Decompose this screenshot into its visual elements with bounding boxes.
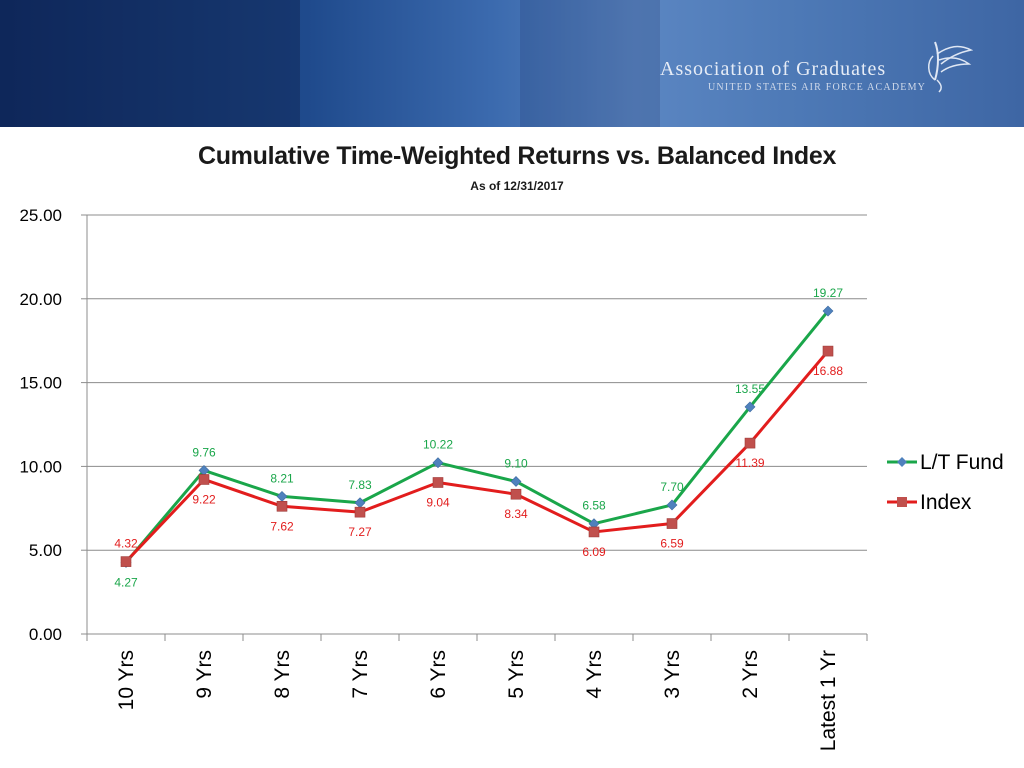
data-label: 6.59 [660,537,684,551]
data-label: 19.27 [813,286,843,300]
data-label: 6.09 [582,545,606,559]
data-label: 7.70 [660,480,684,494]
logo-line1: Association of Graduates [660,58,887,80]
y-tick-label: 0.00 [29,625,62,644]
data-point [510,476,522,487]
series-layer [120,305,834,568]
x-tick-label: 2 Yrs [739,650,762,699]
aog-logo: Association of Graduates United States A… [660,58,980,98]
data-point [276,500,288,512]
data-point [588,526,600,538]
data-label-layer: 4.27 4.32 9.76 9.22 8.21 7.62 7.83 7.27 10.22 9.0… [114,286,843,589]
data-label: 11.39 [735,456,764,470]
x-tick-label: 4 Yrs [583,650,606,699]
axis-layer: 0.00 5.00 10.00 15.00 20.00 25.00 10 Yrs 9 Yrs 8… [19,206,868,751]
data-point [354,497,366,509]
data-label: 8.21 [270,471,294,485]
data-point [120,556,132,567]
data-label: 7.62 [270,519,294,533]
data-point [822,345,834,357]
data-label: 4.32 [114,537,138,551]
x-tick-label: 9 Yrs [193,650,216,699]
x-tick-label: 6 Yrs [427,650,450,699]
series-line [124,350,830,563]
data-point [432,477,444,488]
grid-layer [87,214,867,551]
x-tick-label: 5 Yrs [505,650,528,699]
data-label: 13.55 [735,382,765,396]
data-label: 7.27 [348,525,372,539]
chart-title: Cumulative Time-Weighted Returns vs. Bal… [197,142,837,170]
data-point [744,437,756,449]
data-label: 9.22 [192,492,216,506]
data-point [510,488,522,500]
data-label: 9.76 [192,445,216,459]
data-label: 6.58 [582,499,606,513]
y-tick-label: 20.00 [19,290,62,309]
data-label: 4.27 [114,575,138,589]
banner-shade-left [0,0,300,127]
x-tick-label: 8 Yrs [271,650,294,699]
legend-marker [897,457,907,467]
data-point [744,401,756,413]
data-point [276,490,288,502]
eagle-wings-icon [928,41,973,93]
logo-line2: United States Air Force Academy [708,82,927,93]
x-tick-label: 7 Yrs [349,650,372,699]
data-point [432,457,444,469]
y-tick-label: 25.00 [19,206,62,225]
data-label: 8.34 [504,507,528,521]
data-point [822,305,834,317]
data-label: 7.83 [348,478,372,492]
data-point [666,499,678,511]
legend-marker [897,497,907,507]
x-tick-label: 3 Yrs [661,650,684,699]
banner-shade-mid [520,0,660,127]
data-point [198,474,210,485]
x-tick-label: 10 Yrs [115,650,138,710]
data-label: 10.22 [423,438,453,452]
legend-label: L/T Fund [920,451,1004,474]
data-point [354,506,366,518]
series-line [124,310,830,564]
data-label: 9.10 [504,456,528,470]
y-tick-label: 5.00 [29,541,62,560]
data-point [666,518,678,529]
y-tick-label: 10.00 [19,457,62,476]
y-tick-label: 15.00 [19,374,62,393]
data-label: 16.88 [813,364,843,378]
header-banner: Association of Graduates United States A… [0,0,1024,127]
chart-subtitle: As of 12/31/2017 [470,179,564,193]
legend: L/T Fund Index [887,451,1004,514]
x-tick-label: Latest 1 Yr [817,650,840,751]
legend-label: Index [920,491,972,514]
data-label: 9.04 [426,495,450,509]
